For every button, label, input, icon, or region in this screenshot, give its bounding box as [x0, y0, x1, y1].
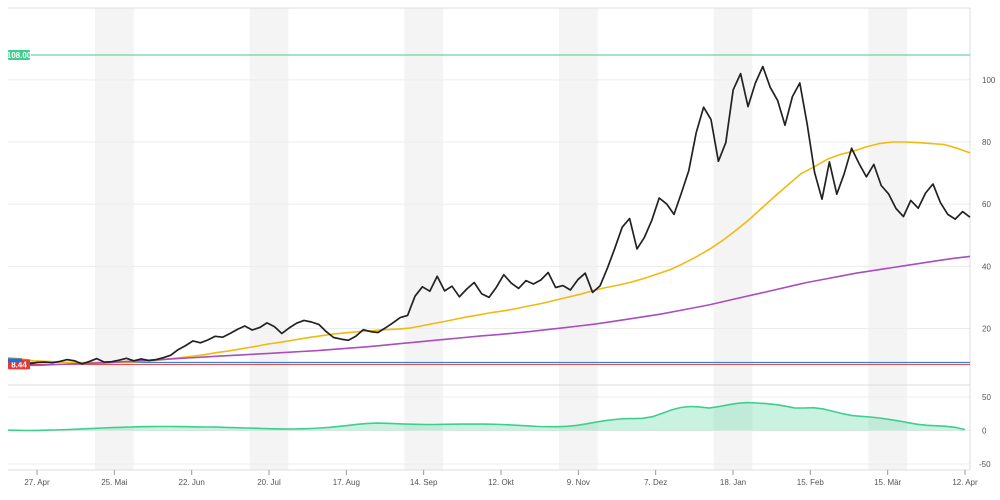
sma-long-line: [7, 255, 971, 367]
x-tick-label: 15. Feb: [797, 478, 825, 487]
x-tick-label: 12. Apr: [952, 478, 978, 487]
background-band: [713, 8, 753, 470]
x-tick-label: 14. Sep: [410, 478, 438, 487]
background-band: [249, 8, 289, 470]
indicator-line: [7, 401, 966, 432]
x-tick-label: 7. Dez: [644, 478, 667, 487]
indicator-area-fill: [8, 402, 965, 431]
x-tick-label: 9. Nov: [567, 478, 590, 487]
y-tick-label: 20: [982, 324, 991, 333]
x-tick-label: 18. Jan: [720, 478, 746, 487]
background-band: [95, 8, 134, 470]
sma-short-line: [7, 141, 971, 364]
y-tick-label: 60: [982, 200, 991, 209]
reference-lines: [8, 54, 970, 365]
pane-separators: [8, 7, 971, 471]
y-tick-label: 0: [982, 427, 987, 436]
value-badges: 108.00 8.44: [7, 50, 32, 370]
background-band: [404, 8, 443, 470]
x-tick-label: 27. Apr: [24, 478, 50, 487]
y-tick-label: 40: [982, 262, 991, 271]
background-bands: [95, 8, 907, 470]
value-badge: [8, 50, 30, 60]
background-band: [559, 8, 598, 470]
x-tick-label: 12. Okt: [488, 478, 515, 487]
price-pane: [7, 65, 971, 367]
value-badge-label: 108.00: [7, 51, 32, 60]
y-tick-label: 80: [982, 138, 991, 147]
x-tick-label: 15. Mär: [874, 478, 901, 487]
x-axis: 27. Apr 25. Mai 22. Jun 20. Jul 17. Aug 14. S…: [24, 470, 978, 487]
y-tick-label: 100: [982, 76, 996, 85]
value-badge: [8, 358, 22, 363]
y-tick-label: 50: [982, 393, 991, 402]
value-badge-label: 8.44: [11, 360, 27, 369]
x-tick-label: 22. Jun: [179, 478, 205, 487]
x-tick-label: 25. Mai: [101, 478, 127, 487]
x-tick-label: 20. Jul: [257, 478, 281, 487]
y-tick-label: -50: [979, 460, 991, 469]
grid-lines: [8, 79, 970, 465]
background-band: [868, 8, 907, 470]
indicator-pane: [7, 401, 966, 432]
x-tick-label: 17. Aug: [333, 478, 360, 487]
y-axis: 20 40 60 80 100 -50 0 50: [979, 76, 996, 469]
price-line: [7, 65, 971, 366]
